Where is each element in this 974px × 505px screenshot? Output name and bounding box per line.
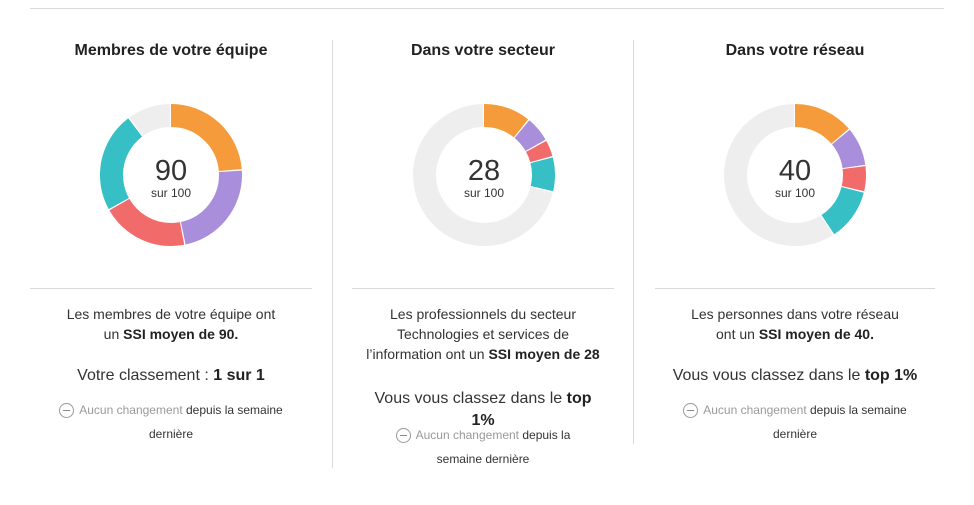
- section-divider: [352, 288, 614, 289]
- column-divider: [332, 40, 333, 468]
- ranking-label: Votre classement :: [77, 367, 209, 384]
- ssi-description: Les membres de votre équipe ont un SSI m…: [30, 304, 312, 344]
- change-status: Aucun changement depuis la semaine derni…: [30, 398, 312, 446]
- donut-segment-red: [724, 104, 866, 246]
- ssi-description: Les personnes dans votre réseau ont un S…: [655, 304, 935, 344]
- ssi-description-text: Les professionnels du secteur Technologi…: [366, 306, 576, 362]
- ssi-score-scale: sur 100: [463, 186, 505, 200]
- ssi-score-scale: sur 100: [150, 186, 192, 200]
- ranking-value: 1 sur 1: [213, 367, 265, 384]
- donut-chart: [724, 104, 866, 246]
- donut-segment-orange: [413, 104, 555, 246]
- team-ssi-donut: 90 sur 100: [100, 104, 242, 246]
- section-divider: [655, 288, 935, 289]
- no-change-icon: [683, 403, 699, 418]
- ssi-average: SSI moyen de 28: [488, 346, 600, 362]
- donut-segment-gray: [413, 104, 555, 246]
- change-status-label: Aucun changement: [79, 403, 183, 417]
- network-ssi-donut: 40 sur 100: [724, 104, 866, 246]
- change-status: Aucun changement depuis la semaine derni…: [655, 398, 935, 446]
- ranking: Vous vous classez dans le top 1%: [352, 388, 614, 432]
- column-divider: [633, 40, 634, 444]
- no-change-icon: [59, 403, 75, 418]
- donut-chart: [413, 104, 555, 246]
- donut-segment-purple: [100, 104, 242, 246]
- network-column: Dans votre réseau 40 sur 100 Les personn…: [655, 0, 935, 505]
- change-period: depuis la semaine dernière: [148, 403, 283, 441]
- change-status: Aucun changement depuis la semaine derni…: [352, 423, 614, 471]
- donut-segment-gray: [724, 104, 866, 246]
- section-divider: [30, 288, 312, 289]
- team-column: Membres de votre équipe 90 sur 100 Les m…: [30, 0, 312, 505]
- column-title: Dans votre secteur: [410, 42, 556, 59]
- ranking-label: Vous vous classez dans le: [374, 390, 563, 407]
- change-status-label: Aucun changement: [703, 403, 807, 417]
- ssi-average: SSI moyen de 90.: [123, 326, 239, 342]
- top-divider: [30, 8, 944, 9]
- ssi-average: SSI moyen de 40.: [758, 326, 874, 342]
- ssi-description: Les professionnels du secteur Technologi…: [352, 304, 614, 364]
- ranking-value: top 1%: [471, 390, 592, 429]
- ssi-score: 28: [467, 155, 501, 187]
- donut-chart: [100, 104, 242, 246]
- ssi-description-text: Les membres de votre équipe ont un: [66, 306, 276, 342]
- ranking: Vous vous classez dans le top 1%: [655, 365, 935, 387]
- ranking-value: top 1%: [864, 367, 918, 384]
- change-period: depuis la semaine dernière: [772, 403, 907, 441]
- donut-segment-teal: [100, 104, 242, 246]
- sector-ssi-donut: 28 sur 100: [413, 104, 555, 246]
- ssi-score-scale: sur 100: [774, 186, 816, 200]
- column-title: Membres de votre équipe: [74, 42, 268, 59]
- column-title: Dans votre réseau: [725, 42, 865, 59]
- ssi-score: 90: [154, 155, 188, 187]
- ranking: Votre classement : 1 sur 1: [30, 365, 312, 387]
- donut-segment-red: [100, 104, 242, 246]
- donut-segment-orange: [724, 104, 866, 246]
- change-period: depuis la semaine dernière: [436, 428, 571, 466]
- change-status-label: Aucun changement: [415, 428, 519, 442]
- no-change-icon: [395, 428, 411, 443]
- ssi-description-text: Les personnes dans votre réseau ont un: [691, 306, 899, 342]
- sector-column: Dans votre secteur 28 sur 100 Les profes…: [352, 0, 614, 505]
- ssi-score: 40: [778, 155, 812, 187]
- donut-segment-orange: [100, 104, 242, 246]
- donut-segment-teal: [413, 104, 555, 246]
- ranking-label: Vous vous classez dans le: [672, 367, 861, 384]
